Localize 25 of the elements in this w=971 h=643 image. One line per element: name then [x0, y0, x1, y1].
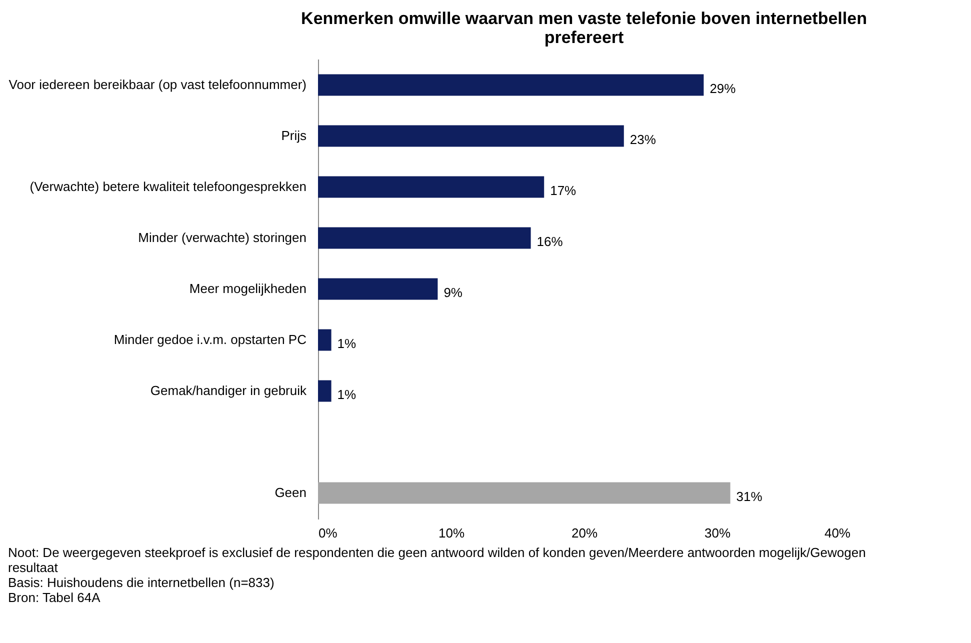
data-label: 9% [444, 285, 463, 300]
x-tick-label: 0% [318, 526, 338, 540]
y-tick-label: Gemak/handiger in gebruik [150, 382, 307, 398]
y-tick-label: Meer mogelijkheden [189, 281, 306, 296]
data-label: 17% [550, 183, 577, 198]
data-label: 1% [337, 336, 357, 351]
x-tick-label: 10% [438, 526, 465, 540]
y-tick-label: Prijs [281, 128, 307, 144]
x-tick-label: 40% [824, 526, 851, 540]
data-label: 31% [736, 488, 763, 504]
y-tick-label: Minder gedoe i.v.m. opstarten PC [114, 332, 306, 347]
text: Basis: Huishoudens die internetbellen (n=833) [8, 575, 276, 590]
data-label: 23% [630, 132, 656, 148]
text: Noot: De weergegeven steekproef is exclusief de respondenten die geen antwoord wilden of konden geven/Meerdere antwoorden mogelijk/Gewogen resultaat [8, 545, 867, 575]
data-label: 29% [710, 81, 736, 96]
data-label: 1% [337, 386, 357, 402]
data-label: 16% [536, 234, 564, 249]
y-tick-label: Geen [274, 484, 306, 500]
x-tick-label: 30% [704, 526, 731, 540]
y-tick-label: (Verwachte) betere kwaliteit telefoongesprekken [30, 179, 306, 194]
y-tick-label: Voor iedereen bereikbaar (op vast telefoonnummer) [8, 77, 306, 92]
chart-title: Kenmerken omwille waarvan men vaste telefonie boven internetbellen prefereert [301, 9, 867, 47]
x-tick-label: 20% [571, 526, 598, 540]
text: Bron: Tabel 64A [8, 590, 102, 605]
y-tick-label: Minder (verwachte) storingen [138, 230, 306, 245]
